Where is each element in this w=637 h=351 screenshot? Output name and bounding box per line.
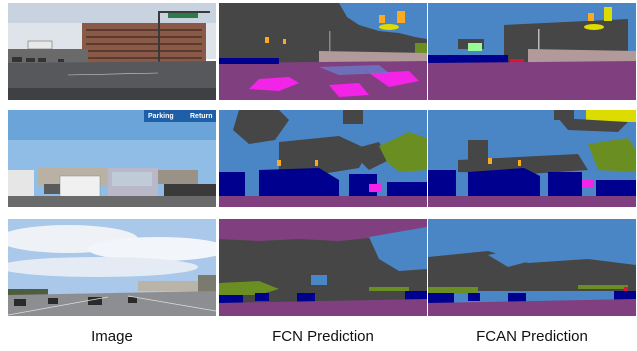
- sign-return-text: Return: [190, 113, 213, 120]
- column-label-fcan-prediction: FCAN Prediction: [476, 328, 588, 345]
- photo-row3-highway-clouds: [8, 219, 216, 316]
- fcn-prediction-row2: [219, 110, 427, 207]
- column-label-fcn-prediction: FCN Prediction: [272, 328, 374, 345]
- fcn-prediction-row1: [219, 3, 427, 100]
- fcan-prediction-row1: [428, 3, 636, 100]
- fcan-prediction-row2: [428, 110, 636, 207]
- photo-row2-highway-traffic: Parking Return: [8, 110, 216, 207]
- photo-row1-city-intersection: [8, 3, 216, 100]
- column-label-image: Image: [91, 328, 133, 345]
- fcn-prediction-row3: [219, 219, 427, 316]
- fcan-prediction-row3: [428, 219, 636, 316]
- sign-parking-text: Parking: [148, 113, 174, 120]
